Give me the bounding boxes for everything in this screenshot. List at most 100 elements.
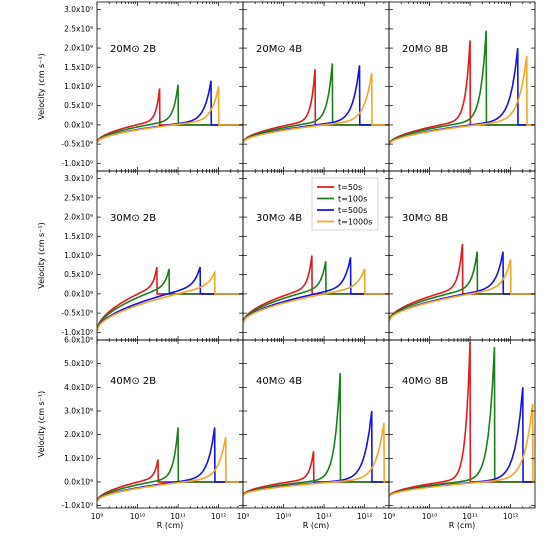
panel-label: 20M⊙ 4B [256, 44, 302, 55]
series-line-t=500s [243, 257, 389, 324]
panel-label: 30M⊙ 4B [256, 213, 302, 224]
x-axis-title: R (cm) [303, 521, 330, 530]
series-line-t=50s [389, 243, 535, 322]
series-line-t=50s [243, 451, 389, 496]
panel-0-0: 20M⊙ 2B -1.0x10⁹ -0.5x10⁹ 0.0x10⁹ 0.5x10⁹ 1.0… [61, 1, 244, 172]
y-tick-label: 1.0x10⁹ [64, 82, 93, 91]
series-line-t=100s [97, 268, 243, 331]
series-line-t=100s [243, 261, 389, 324]
series-group [97, 427, 243, 502]
y-tick-label: 0.0x10⁹ [64, 120, 93, 129]
series-line-t=50s [97, 266, 243, 331]
y-tick-label: 0.5x10⁹ [64, 270, 93, 279]
y-tick-label: 3.0x10⁹ [64, 5, 93, 14]
legend-label: t=50s [338, 183, 362, 192]
series-line-t=100s [389, 251, 535, 322]
y-tick-label: 0.0x10⁹ [64, 289, 93, 298]
x-tick-label: 10¹¹ [462, 512, 478, 521]
x-tick-label: 10¹¹ [316, 512, 332, 521]
panel-2-1: 40M⊙ 4B 10⁹ 10¹⁰ 10¹¹ 10¹² [237, 339, 390, 521]
panel-2-0: 40M⊙ 2B 10⁹ 10¹⁰ 10¹¹ 10¹² -1.0x10⁹ 0.0x10⁹ 1.0… [61, 336, 244, 521]
panel-label: 30M⊙ 2B [110, 213, 156, 224]
x-tick-label: 10¹² [357, 512, 373, 521]
y-tick-label: -1.0x10⁹ [61, 328, 93, 337]
legend-label: t=500s [338, 206, 367, 215]
x-tick-label: 10⁹ [383, 512, 396, 521]
legend-label: t=100s [338, 195, 367, 204]
panel-label: 40M⊙ 8B [402, 376, 448, 387]
series-line-t=1000s [97, 436, 243, 502]
y-tick-label: 6.0x10⁹ [64, 336, 93, 345]
panel-label: 30M⊙ 8B [402, 213, 448, 224]
series-group [243, 63, 389, 143]
panel-0-1: 20M⊙ 4B [242, 1, 390, 172]
series-line-t=1000s [389, 55, 535, 145]
panel-1-0: 30M⊙ 2B -1.0x10⁹ -0.5x10⁹ 0.0x10⁹ 0.5x10⁹ 1.0… [61, 170, 244, 341]
panel-0-2: 20M⊙ 8B [388, 1, 536, 172]
y-axis-title: Velocity (cm s⁻¹) [37, 391, 46, 458]
series-line-t=1000s [243, 422, 389, 496]
panel-frame [388, 339, 536, 509]
y-tick-label: 3.0x10⁹ [64, 174, 93, 183]
series-line-t=100s [97, 84, 243, 143]
x-axis-title: R (cm) [449, 521, 476, 530]
y-tick-label: -0.5x10⁹ [61, 140, 93, 149]
x-tick-label: 10¹⁰ [422, 512, 438, 521]
x-tick-label: 10¹⁰ [276, 512, 292, 521]
y-tick-label: 1.0x10⁹ [64, 251, 93, 260]
series-line-t=1000s [243, 268, 389, 324]
series-line-t=1000s [389, 403, 535, 497]
panel-frame [96, 1, 244, 172]
panel-1-1: 30M⊙ 4B [242, 170, 390, 341]
series-line-t=500s [389, 47, 535, 145]
series-line-t=100s [389, 347, 535, 497]
series-line-t=500s [97, 266, 243, 331]
series-line-t=50s [389, 40, 535, 145]
y-axis-title: Velocity (cm s⁻¹) [37, 53, 46, 120]
series-line-t=100s [97, 427, 243, 502]
x-tick-label: 10¹¹ [170, 512, 186, 521]
y-tick-label: 0.0x10⁹ [64, 477, 93, 486]
series-group [97, 80, 243, 143]
x-tick-label: 10⁹ [237, 512, 250, 521]
legend: t=50s t=100s t=500s t=1000s [311, 177, 379, 231]
panel-1-2: 30M⊙ 8B [388, 170, 536, 341]
x-axis-title: R (cm) [157, 521, 184, 530]
series-line-t=50s [97, 88, 243, 143]
y-tick-label: -0.5x10⁹ [61, 309, 93, 318]
series-line-t=1000s [97, 269, 243, 331]
y-axis-title: Velocity (cm s⁻¹) [37, 222, 46, 289]
y-tick-label: 2.5x10⁹ [64, 24, 93, 33]
panel-label: 20M⊙ 2B [110, 44, 156, 55]
x-tick-label: 10¹⁰ [130, 512, 146, 521]
series-line-t=50s [243, 255, 389, 323]
panel-label: 40M⊙ 4B [256, 376, 302, 387]
y-tick-label: 2.0x10⁹ [64, 44, 93, 53]
panel-label: 20M⊙ 8B [402, 44, 448, 55]
series-group [243, 373, 389, 496]
y-tick-label: 1.5x10⁹ [64, 232, 93, 241]
x-tick-label: 10¹² [503, 512, 519, 521]
series-line-t=100s [243, 373, 389, 496]
x-tick-label: 10¹² [211, 512, 227, 521]
series-group [97, 266, 243, 331]
y-tick-label: 0.5x10⁹ [64, 101, 93, 110]
panel-2-2: 40M⊙ 8B 10⁹ 10¹⁰ 10¹¹ 10¹² [383, 339, 536, 521]
panel-frame [242, 1, 390, 172]
y-tick-label: -1.0x10⁹ [61, 501, 93, 510]
y-tick-label: 2.5x10⁹ [64, 193, 93, 202]
x-tick-label: 10⁹ [91, 512, 104, 521]
y-tick-label: 2.0x10⁹ [64, 430, 93, 439]
series-line-t=50s [243, 69, 389, 143]
series-group [389, 30, 535, 145]
series-line-t=50s [97, 459, 243, 502]
y-tick-label: 2.0x10⁹ [64, 213, 93, 222]
series-group [243, 255, 389, 324]
panel-label: 40M⊙ 2B [110, 376, 156, 387]
y-tick-label: 4.0x10⁹ [64, 383, 93, 392]
series-line-t=1000s [389, 259, 535, 322]
series-line-t=100s [243, 63, 389, 143]
y-tick-label: 1.0x10⁹ [64, 454, 93, 463]
legend-label: t=1000s [338, 218, 372, 227]
y-tick-label: 5.0x10⁹ [64, 359, 93, 368]
